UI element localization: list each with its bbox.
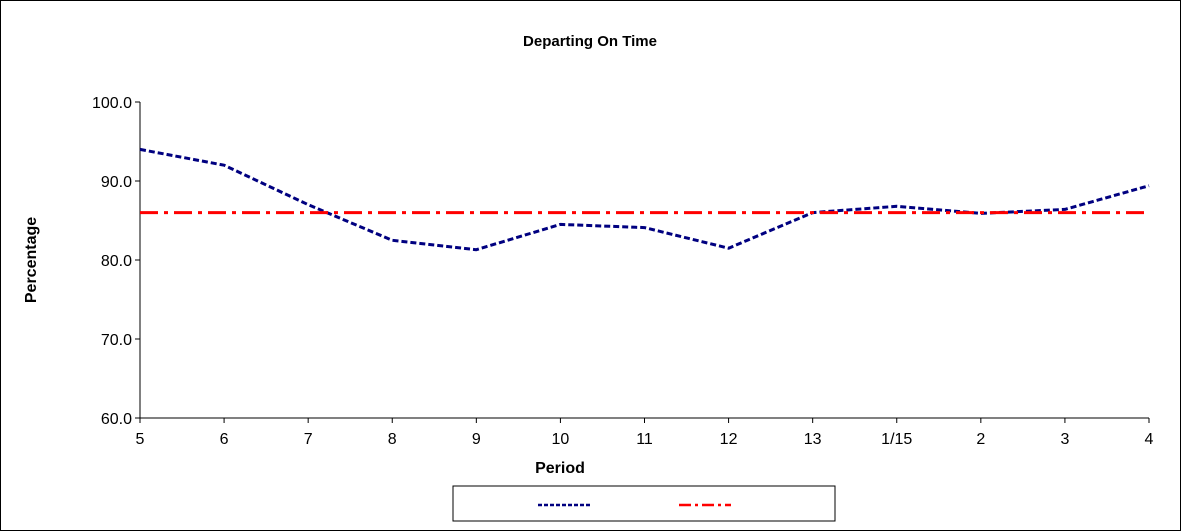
legend: [452, 485, 836, 522]
x-tick-label: 3: [1060, 431, 1069, 448]
x-tick-label: 6: [220, 431, 229, 448]
x-tick-label: 13: [804, 431, 822, 448]
x-tick-label: 12: [720, 431, 738, 448]
y-tick-label: 80.0: [101, 253, 132, 270]
y-axis-title: Percentage: [23, 217, 40, 303]
x-tick-label: 2: [976, 431, 985, 448]
x-tick-label: 8: [388, 431, 397, 448]
y-tick-label: 100.0: [92, 95, 132, 112]
y-axis-ticks: 60.0 70.0 80.0 90.0 100.0: [92, 95, 140, 428]
x-axis-ticks: 5 6 7 8 9 10 11 12 13 1/15 2 3 4: [136, 418, 1154, 448]
x-tick-label: 10: [552, 431, 570, 448]
x-tick-label: 7: [304, 431, 313, 448]
legend-box: [452, 485, 836, 522]
x-tick-label: 9: [472, 431, 481, 448]
y-tick-label: 60.0: [101, 411, 132, 428]
series-line-1: [139, 147, 1150, 252]
y-tick-label: 70.0: [101, 332, 132, 349]
axes: [139, 102, 1149, 419]
x-tick-label: 11: [636, 431, 653, 448]
x-axis-title: Period: [535, 460, 585, 477]
x-tick-label: 4: [1145, 431, 1154, 448]
x-tick-label: 5: [136, 431, 145, 448]
y-tick-label: 90.0: [101, 174, 132, 191]
chart-title: Departing On Time: [523, 33, 657, 50]
series-layer: [139, 147, 1150, 252]
x-tick-label: 1/15: [881, 431, 912, 448]
